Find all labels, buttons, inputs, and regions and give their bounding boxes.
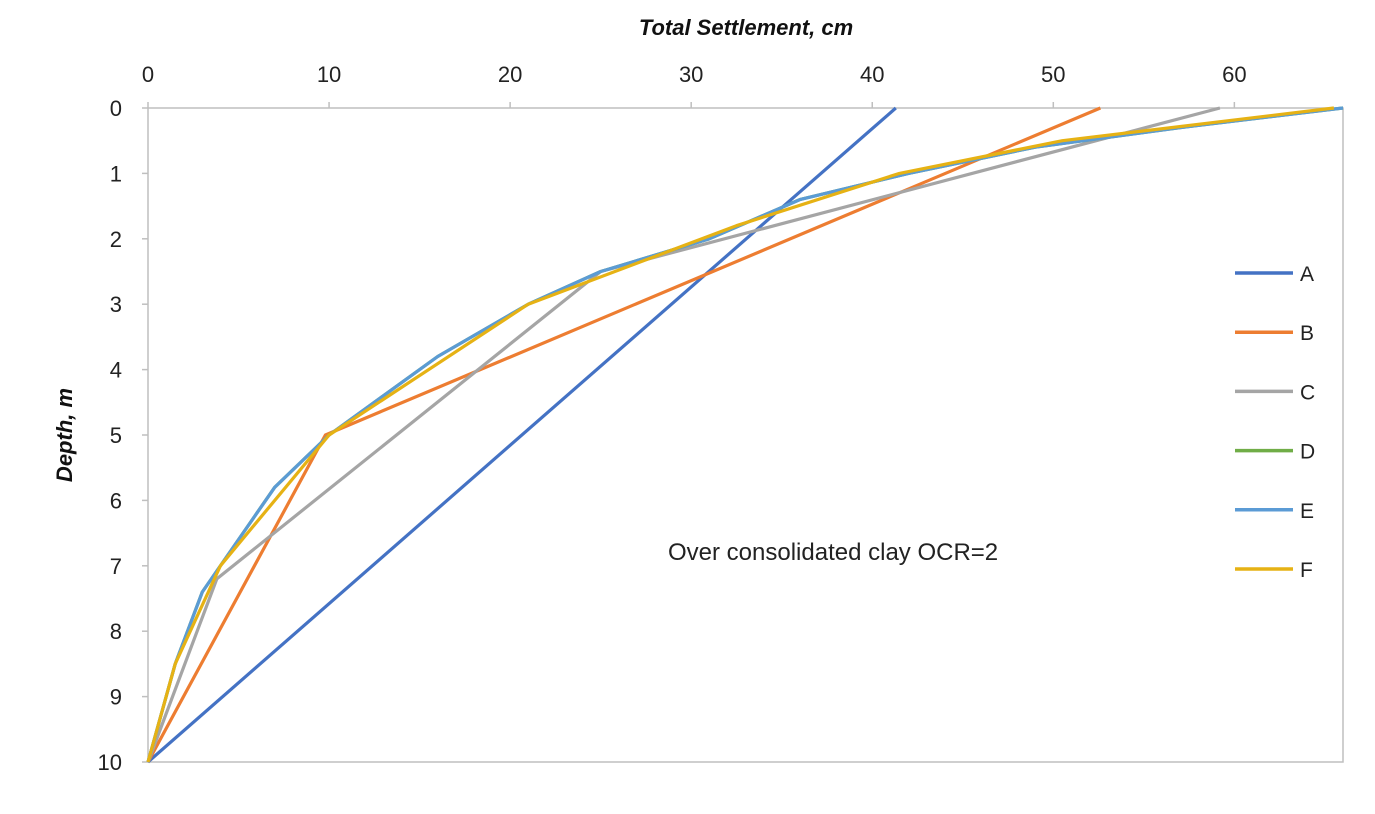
series-line-f	[146, 106, 1335, 763]
legend-label-c: C	[1300, 381, 1315, 404]
x-tick-label: 30	[679, 62, 703, 87]
x-tick-label: 60	[1222, 62, 1246, 87]
y-tick-label: 8	[110, 619, 122, 644]
x-tick-label: 50	[1041, 62, 1065, 87]
legend-label-d: D	[1300, 441, 1315, 464]
series-line-a	[146, 106, 897, 764]
y-tick-label: 4	[110, 358, 122, 383]
y-tick-label: 5	[110, 423, 122, 448]
series-layer	[146, 106, 1344, 764]
y-tick-label: 9	[110, 685, 122, 710]
y-tick-label: 0	[110, 96, 122, 121]
legend-label-f: F	[1300, 559, 1313, 582]
annotation-text: Over consolidated clay OCR=2	[668, 539, 998, 566]
x-tick-label: 40	[860, 62, 884, 87]
y-tick-label: 3	[110, 292, 122, 317]
x-axis-title: Total Settlement, cm	[639, 15, 853, 40]
x-tick-label: 20	[498, 62, 522, 87]
x-tick-label: 0	[142, 62, 154, 87]
y-tick-label: 6	[110, 488, 122, 513]
y-tick-label: 2	[110, 227, 122, 252]
series-line-b	[146, 106, 1102, 763]
legend: A B C D E F	[1235, 263, 1315, 582]
y-axis-title: Depth, m	[52, 388, 77, 482]
y-tick-label: 7	[110, 554, 122, 579]
x-axis-ticks: 0 10 20 30 40 50 60	[142, 62, 1247, 108]
legend-label-b: B	[1300, 322, 1314, 345]
legend-label-e: E	[1300, 500, 1314, 523]
y-tick-label: 1	[110, 161, 122, 186]
y-tick-label: 10	[98, 750, 122, 775]
y-axis-ticks: 0 1 2 3 4 5 6 7 8 9 10	[98, 96, 148, 775]
legend-label-a: A	[1300, 263, 1314, 286]
x-tick-label: 10	[317, 62, 341, 87]
series-line-c	[146, 106, 1221, 763]
